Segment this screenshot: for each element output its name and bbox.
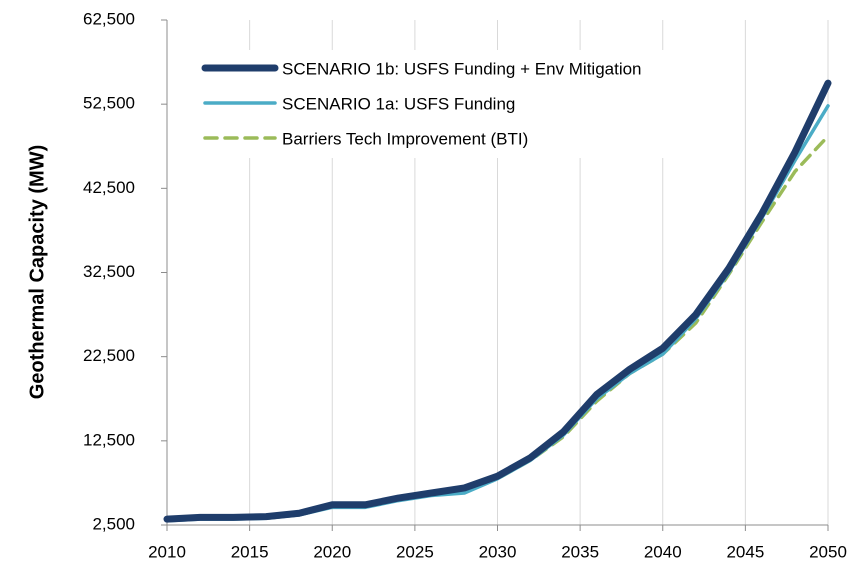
y-tick-label: 12,500: [83, 430, 135, 449]
x-tick-label: 2050: [809, 542, 847, 561]
legend-label: SCENARIO 1b: USFS Funding + Env Mitigati…: [282, 59, 642, 78]
x-tick-label: 2020: [313, 542, 351, 561]
series-line: [163, 79, 832, 523]
x-tick-label: 2045: [726, 542, 764, 561]
x-tick-label: 2010: [148, 542, 186, 561]
x-tick-label: 2035: [561, 542, 599, 561]
legend-box: [195, 50, 740, 158]
x-tick-label: 2015: [231, 542, 269, 561]
y-tick-label: 2,500: [92, 514, 135, 533]
y-tick-label: 42,500: [83, 178, 135, 197]
y-tick-label: 62,500: [83, 9, 135, 28]
x-tick-label: 2040: [644, 542, 682, 561]
y-tick-label: 22,500: [83, 346, 135, 365]
x-tick-label: 2030: [479, 542, 517, 561]
y-tick-label: 52,500: [83, 94, 135, 113]
y-tick-label: 32,500: [83, 262, 135, 281]
y-axis-title: Geothermal Capacity (MW): [26, 145, 48, 399]
legend-label: SCENARIO 1a: USFS Funding: [282, 94, 515, 113]
x-tick-label: 2025: [396, 542, 434, 561]
legend-label: Barriers Tech Improvement (BTI): [282, 129, 528, 148]
